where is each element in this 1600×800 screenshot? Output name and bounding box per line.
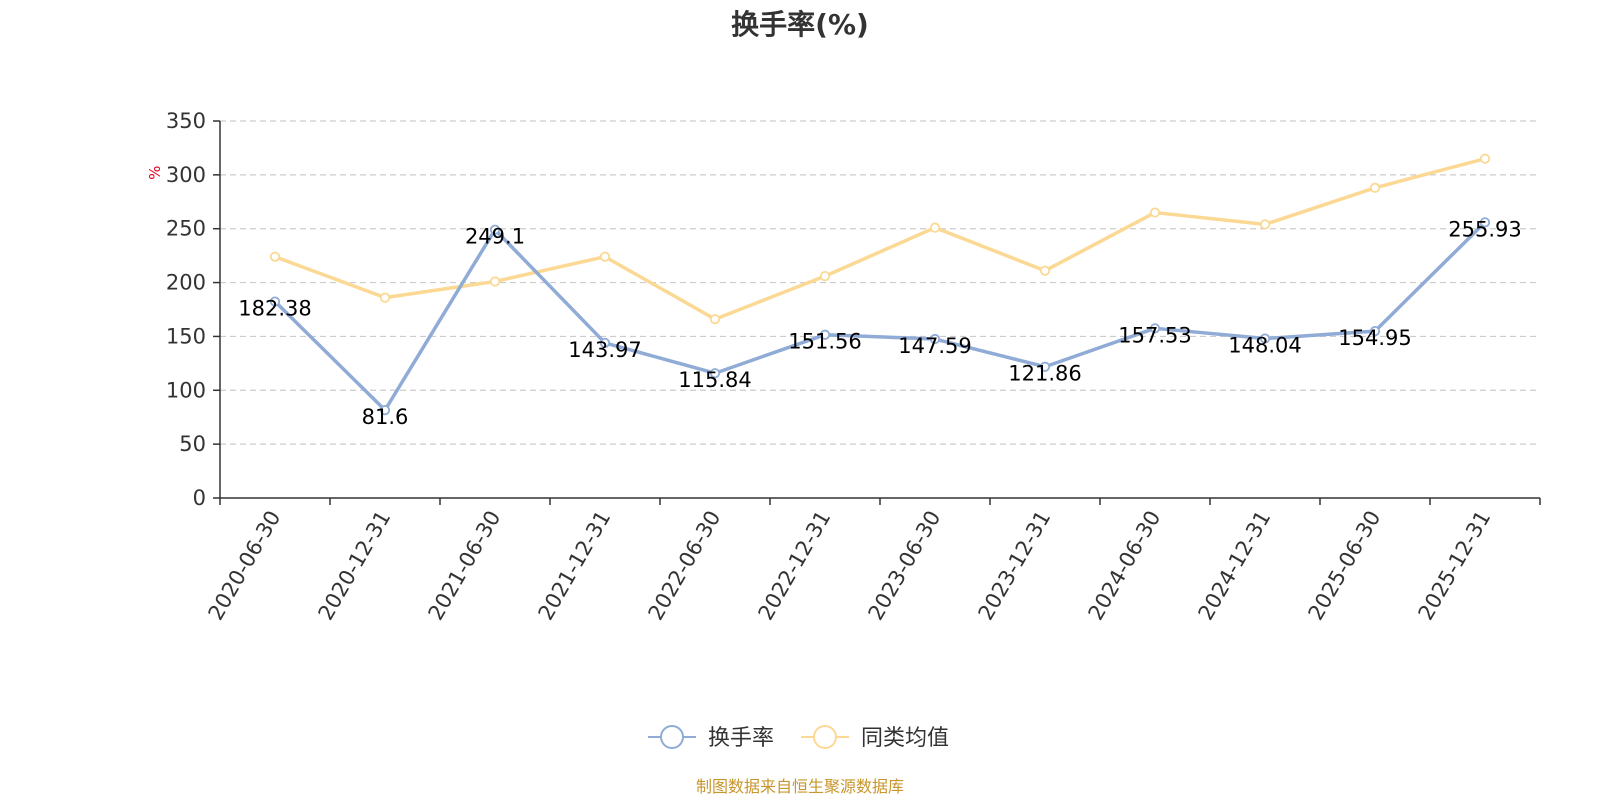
series-1-point: [1149, 207, 1161, 218]
series-0-point: [1369, 325, 1381, 337]
data-label: 121.86: [1008, 362, 1081, 386]
x-tick-label: 2023-06-30: [864, 507, 946, 625]
data-label: 182.38: [238, 297, 311, 321]
data-label: 255.93: [1448, 217, 1521, 241]
series-1-point: [599, 251, 611, 262]
data-label: 147.59: [898, 334, 971, 358]
series-1-point: [819, 271, 831, 282]
series-0-point: [709, 368, 721, 379]
x-tick-label: 2024-06-30: [1084, 507, 1166, 625]
data-label: 249.1: [465, 225, 525, 249]
x-tick-label: 2025-06-30: [1304, 507, 1386, 625]
x-tick-label: 2025-12-31: [1414, 507, 1496, 625]
data-label: 154.95: [1338, 326, 1411, 350]
y-tick-label: 0: [193, 486, 206, 510]
series-1-point: [1479, 153, 1491, 164]
y-tick-label: 100: [166, 378, 206, 402]
series-1-point: [929, 222, 941, 233]
y-tick-label: 150: [166, 324, 206, 348]
legend-marker: [813, 725, 837, 749]
legend-item-1[interactable]: 同类均值: [801, 725, 949, 751]
source-note: 制图数据来自恒生聚源数据库: [696, 777, 904, 796]
legend-label: 换手率: [708, 726, 774, 751]
series-line-1: [274, 157, 1486, 321]
series-0-point: [1479, 217, 1491, 228]
series-0-point: [489, 224, 501, 235]
x-tick-label: 2022-06-30: [644, 507, 726, 625]
series-1-point: [489, 276, 501, 287]
y-tick-label: 350: [166, 109, 206, 133]
y-tick-label: 200: [166, 271, 206, 295]
series-0-point: [379, 405, 391, 416]
legend[interactable]: 换手率 同类均值: [648, 725, 949, 751]
x-tick-label: 2022-12-31: [754, 507, 836, 625]
x-tick-label: 2023-12-31: [974, 507, 1056, 625]
y-tick-label: 50: [179, 432, 206, 456]
legend-item-0[interactable]: 换手率: [648, 725, 774, 751]
series-0-point: [1039, 361, 1051, 372]
series-line-0: [273, 221, 1487, 412]
series-lines: [269, 153, 1491, 416]
series-0-point: [1259, 333, 1271, 344]
y-unit-label: %: [146, 166, 164, 180]
series-0-point: [1149, 323, 1161, 334]
y-tick-label: 300: [166, 163, 206, 187]
data-label: 148.04: [1228, 334, 1301, 358]
x-tick-label: 2021-06-30: [424, 507, 506, 625]
series-1-point: [709, 314, 721, 325]
data-label: 81.6: [362, 405, 409, 429]
axes: 0 50 100 150 200 250 300 350% 2020-06-30 2020-12-…: [146, 109, 1541, 625]
x-tick-label: 2024-12-31: [1194, 507, 1276, 625]
data-label: 151.56: [788, 330, 861, 354]
series-0-point: [819, 329, 831, 340]
series-0-point: [269, 296, 281, 307]
legend-label: 同类均值: [861, 726, 949, 751]
data-label: 143.97: [568, 338, 641, 362]
series-1-point: [1259, 219, 1271, 230]
legend-marker: [660, 725, 684, 749]
x-tick-label: 2021-12-31: [534, 507, 616, 625]
data-labels: 182.38 81.6 249.1 143.97 115.84 151.56 147.59 1…: [238, 217, 1521, 429]
x-tick-label: 2020-12-31: [314, 507, 396, 625]
chart-title: 换手率(%): [731, 8, 869, 41]
series-1-point: [1039, 265, 1051, 276]
series-1-point: [1369, 182, 1381, 193]
data-label: 115.84: [678, 368, 751, 392]
grid-lines: [220, 120, 1540, 445]
data-label: 157.53: [1118, 323, 1191, 347]
series-0-point: [599, 337, 611, 349]
y-tick-label: 250: [166, 217, 206, 241]
series-1-point: [269, 251, 281, 262]
series-0-point: [929, 333, 941, 345]
series-1-point: [379, 292, 391, 303]
x-tick-label: 2020-06-30: [204, 507, 286, 625]
